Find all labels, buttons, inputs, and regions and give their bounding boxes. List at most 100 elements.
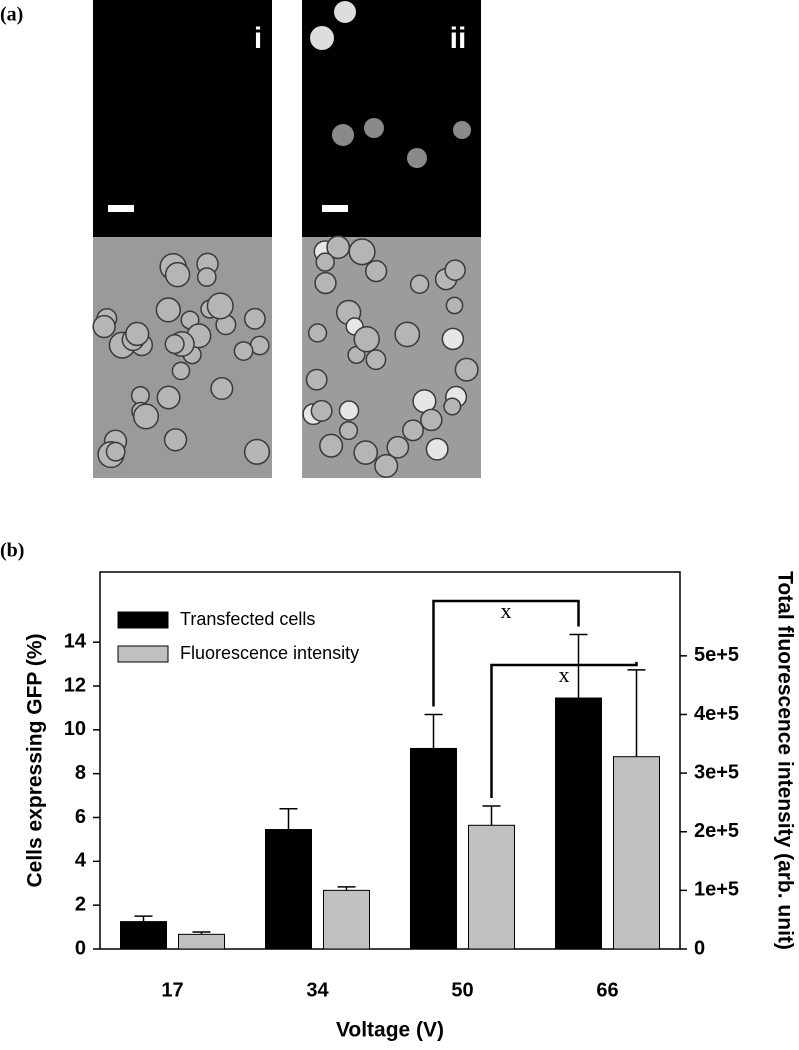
y-tick-label: 12 [64,674,86,696]
y2-tick-label: 0 [694,937,705,959]
cell [243,438,271,465]
cell [130,385,150,406]
bar [120,921,167,950]
significance-bracket [432,599,580,707]
cell [210,376,234,401]
y2-tick-label: 5e+5 [694,644,739,666]
micrographs: i ii [92,0,481,478]
error-bar [134,915,153,922]
cell [338,420,359,441]
error-bar [627,669,646,757]
error-bar [482,805,501,826]
annotation: x [559,662,570,687]
scale-bar [322,205,348,212]
bar [265,829,312,950]
x-tick-label: 66 [596,979,618,1001]
cell [407,148,427,168]
bar [613,756,660,950]
cell [444,259,466,281]
cell [348,238,376,266]
cell [332,124,354,146]
cell [338,400,360,421]
y2-tick-label: 4e+5 [694,703,739,725]
annotation: x [501,598,512,623]
y-tick-label: 0 [75,937,86,959]
cell [364,259,388,283]
x-tick-label: 50 [451,979,473,1001]
cell [164,334,185,355]
cell [365,349,387,371]
cell [374,453,399,478]
legend-swatch [117,611,169,629]
cell [445,296,464,315]
cell [163,428,188,452]
cell [164,261,191,288]
bar [468,824,515,950]
cell [453,121,471,139]
cell [105,441,126,462]
cell [319,433,344,458]
cell [132,403,160,430]
image-label: ii [450,22,467,55]
cell [386,435,410,459]
x-axis-title: Voltage (V) [336,1019,444,1042]
cell [441,327,465,351]
y2-axis-title: Total fluorescence intensity (arb. unit) [773,571,796,950]
y-tick-label: 14 [64,630,87,652]
y-axis-title: Cells expressing GFP (%) [24,633,47,887]
cell [454,357,479,382]
cell [155,297,181,323]
panel-label: (a) [0,4,23,26]
error-bar [279,807,298,830]
cell [394,321,421,348]
y-tick-label: 4 [75,850,87,872]
cell [420,408,443,432]
image-label: i [254,22,262,55]
y2-tick-label: 2e+5 [694,820,739,842]
legend-swatch [117,645,169,663]
error-bar [192,931,211,935]
bar [555,697,602,950]
cell [402,419,424,442]
cell [243,307,266,330]
scale-bar [108,205,134,212]
cell [310,399,333,422]
cell [443,397,462,416]
bar [323,889,370,950]
cell [196,267,217,287]
fluorescence-image [93,0,272,237]
cell [233,341,254,361]
cell [364,118,384,138]
cell [171,361,191,381]
bar [178,933,225,950]
significance-bracket [490,661,638,798]
cell [334,1,356,23]
y-tick-label: 8 [75,762,86,784]
y-tick-label: 10 [64,718,86,740]
panel-label: (b) [0,540,24,562]
x-tick-label: 34 [306,979,329,1001]
y2-tick-label: 3e+5 [694,761,739,783]
cell [92,314,116,339]
cell [425,437,449,461]
cell [353,440,379,465]
bar [410,747,457,950]
error-bar [424,713,443,749]
plot-frame [99,571,681,950]
y-tick-label: 6 [75,806,86,828]
cell [315,252,335,272]
cell [125,321,150,347]
cell [307,323,328,343]
cell [156,385,181,410]
error-bar [337,886,356,891]
cell [326,235,351,260]
y-tick-label: 2 [75,893,86,915]
cell [409,274,430,295]
legend-label: Fluorescence intensity [180,643,359,663]
cell [314,271,337,295]
cell [353,325,380,353]
cell [305,368,328,391]
legend-label: Transfected cells [180,609,315,629]
x-tick-label: 17 [161,979,183,1001]
